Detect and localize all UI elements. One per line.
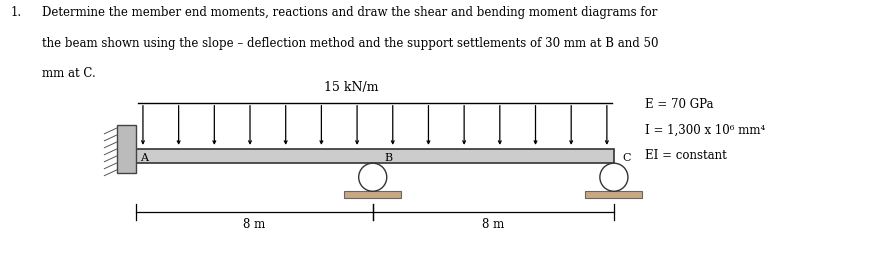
- Text: Determine the member end moments, reactions and draw the shear and bending momen: Determine the member end moments, reacti…: [42, 6, 658, 20]
- Bar: [586, 191, 642, 198]
- Bar: [117, 125, 136, 173]
- Text: B: B: [384, 153, 392, 163]
- Bar: [344, 191, 401, 198]
- Text: 8 m: 8 m: [482, 218, 504, 232]
- Text: C: C: [623, 153, 631, 163]
- Bar: [136, 149, 614, 163]
- Text: E = 70 GPa: E = 70 GPa: [645, 98, 713, 111]
- Text: EI = constant: EI = constant: [645, 149, 726, 162]
- Text: mm at C.: mm at C.: [42, 67, 96, 80]
- Text: 8 m: 8 m: [243, 218, 266, 232]
- Ellipse shape: [359, 163, 387, 191]
- Text: I = 1,300 x 10⁶ mm⁴: I = 1,300 x 10⁶ mm⁴: [645, 123, 765, 136]
- Ellipse shape: [600, 163, 628, 191]
- Text: 1.: 1.: [11, 6, 22, 20]
- Text: A: A: [140, 153, 148, 163]
- Text: 15 kN/m: 15 kN/m: [324, 81, 379, 94]
- Text: the beam shown using the slope – deflection method and the support settlements o: the beam shown using the slope – deflect…: [42, 37, 659, 50]
